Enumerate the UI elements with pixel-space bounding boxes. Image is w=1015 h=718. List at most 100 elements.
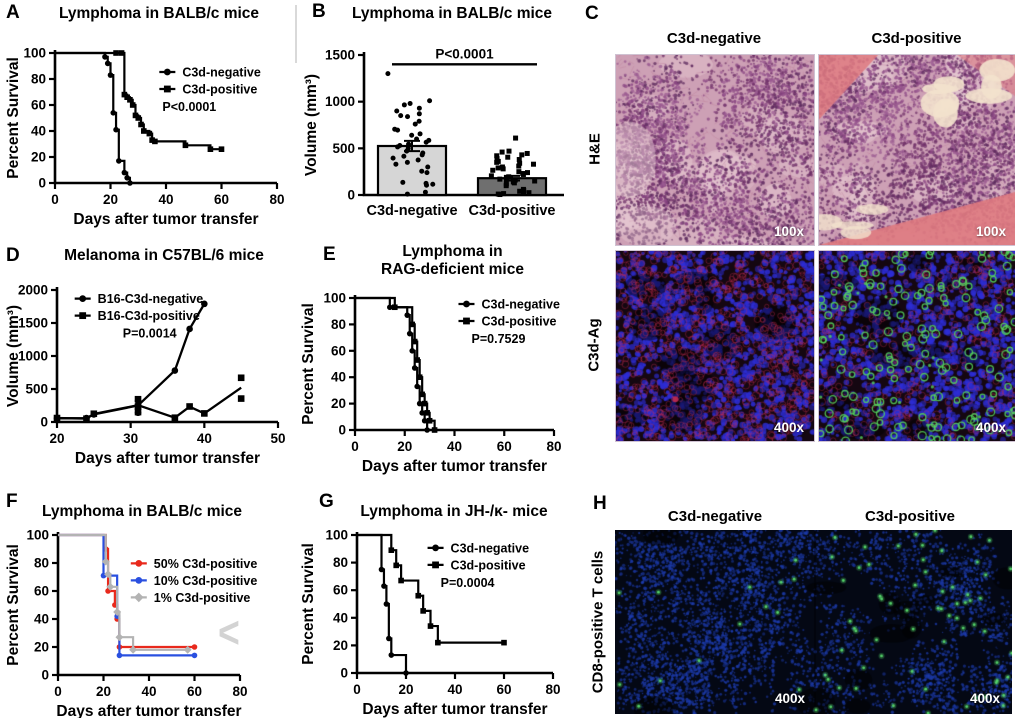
svg-text:C3d-positive: C3d-positive <box>182 83 257 97</box>
svg-text:20: 20 <box>96 684 111 699</box>
svg-text:40: 40 <box>158 192 173 207</box>
svg-text:80: 80 <box>232 684 247 699</box>
svg-text:50: 50 <box>270 431 285 446</box>
panel-h-col-header-negative: C3d-negative <box>667 508 763 525</box>
svg-text:40: 40 <box>447 439 462 454</box>
svg-text:80: 80 <box>269 192 284 207</box>
panel-c-col-header-positive: C3d-positive <box>871 30 962 47</box>
svg-text:10% C3d-positive: 10% C3d-positive <box>154 574 258 588</box>
magnification-label: 400x <box>775 691 806 706</box>
panel-letter-h: H <box>593 493 607 514</box>
svg-text:0: 0 <box>41 668 49 683</box>
svg-text:40: 40 <box>31 124 46 139</box>
panel-letter-c: C <box>585 3 599 24</box>
svg-text:P<0.0001: P<0.0001 <box>435 46 494 61</box>
svg-text:30: 30 <box>123 431 138 446</box>
panel-c-row-label-he: H&E <box>586 133 604 165</box>
c3dag-positive-image: 400x <box>818 250 1015 442</box>
svg-text:Days after tumor transfer: Days after tumor transfer <box>73 211 258 228</box>
svg-text:P=0.0014: P=0.0014 <box>123 327 177 341</box>
svg-text:20: 20 <box>397 439 412 454</box>
svg-text:0: 0 <box>351 439 359 454</box>
panel-letter-g: G <box>319 491 334 512</box>
svg-text:Days after tumor transfer: Days after tumor transfer <box>75 450 260 467</box>
svg-text:40: 40 <box>447 682 462 697</box>
panel-c: C C3d-negative C3d-positive H&E C3d-Ag 1… <box>565 0 1015 462</box>
panel-h-col-header-positive: C3d-positive <box>864 508 955 525</box>
svg-text:Percent Survival: Percent Survival <box>300 303 317 424</box>
divider <box>295 5 297 63</box>
he-negative-image: 100x <box>615 54 815 246</box>
svg-text:60: 60 <box>331 343 346 358</box>
chart-a-survival: 0 20 40 60 80 0 20 40 60 80 100 Days after tumor tr… <box>0 0 300 238</box>
svg-text:500: 500 <box>25 382 48 397</box>
svg-text:0: 0 <box>353 682 361 697</box>
svg-text:C3d-negative: C3d-negative <box>182 66 261 80</box>
svg-text:60: 60 <box>214 192 229 207</box>
svg-text:80: 80 <box>545 682 560 697</box>
panel-e: E Lymphoma in RAG-deficient mice 0 20 40 60… <box>295 240 580 478</box>
svg-text:C3d-negative: C3d-negative <box>451 541 530 555</box>
svg-text:Percent Survival: Percent Survival <box>300 543 317 664</box>
chart-d-growth: 20 30 40 50 0 500 1000 1500 2000 Days after tumor… <box>0 240 300 478</box>
svg-text:1500: 1500 <box>18 316 48 331</box>
svg-text:P<0.0001: P<0.0001 <box>162 100 216 114</box>
svg-text:100: 100 <box>26 528 49 543</box>
chart-e-survival: 0 20 40 60 80 0 20 40 60 80 100 Days after tumor tr… <box>295 240 580 478</box>
svg-text:1000: 1000 <box>325 94 355 109</box>
chevron-left-icon[interactable]: < <box>218 608 240 658</box>
svg-text:20: 20 <box>331 396 346 411</box>
svg-text:100: 100 <box>23 46 46 61</box>
svg-text:50% C3d-positive: 50% C3d-positive <box>154 557 258 571</box>
svg-text:20: 20 <box>31 150 46 165</box>
svg-text:Days after tumor transfer: Days after tumor transfer <box>56 703 241 718</box>
svg-text:P=0.7529: P=0.7529 <box>472 332 526 346</box>
chart-b-scatterbar: 0 500 1000 1500 Volume (mm³) C3d-negative C3d-… <box>298 0 570 238</box>
svg-text:40: 40 <box>331 370 346 385</box>
c3dag-negative-image: 400x <box>615 250 815 442</box>
svg-text:Volume (mm³): Volume (mm³) <box>303 74 320 176</box>
svg-text:20: 20 <box>333 638 348 653</box>
svg-text:1% C3d-positive: 1% C3d-positive <box>154 591 251 605</box>
svg-text:60: 60 <box>497 439 512 454</box>
panel-letter-d: D <box>6 245 20 266</box>
he-negative-canvas <box>616 55 814 245</box>
svg-text:B16-C3d-positive: B16-C3d-positive <box>98 309 200 323</box>
panel-b: B Lymphoma in BALB/c mice 0 500 1000 1500 Vo… <box>298 0 570 238</box>
svg-text:0: 0 <box>38 176 46 191</box>
panel-d: D Melanoma in C57BL/6 mice 20 30 40 50 0 500 1… <box>0 240 300 478</box>
svg-text:40: 40 <box>197 431 212 446</box>
svg-text:Percent Survival: Percent Survival <box>5 57 22 178</box>
svg-text:P=0.0004: P=0.0004 <box>441 576 495 590</box>
panel-letter-a: A <box>6 2 20 23</box>
svg-text:40: 40 <box>333 610 348 625</box>
svg-text:80: 80 <box>546 439 561 454</box>
svg-text:C3d-negative: C3d-negative <box>481 298 560 312</box>
svg-text:C3d-positive: C3d-positive <box>451 558 526 572</box>
svg-text:40: 40 <box>141 684 156 699</box>
panel-c-col-header-negative: C3d-negative <box>666 30 762 47</box>
svg-text:0: 0 <box>40 415 48 430</box>
panel-letter-f: F <box>6 491 18 512</box>
svg-text:20: 20 <box>49 431 64 446</box>
svg-text:B16-C3d-negative: B16-C3d-negative <box>98 292 204 306</box>
svg-text:80: 80 <box>333 555 348 570</box>
he-positive-canvas <box>819 55 1015 245</box>
magnification-label: 400x <box>975 420 1006 435</box>
svg-text:60: 60 <box>496 682 511 697</box>
svg-text:40: 40 <box>34 612 49 627</box>
svg-text:Days after tumor transfer: Days after tumor transfer <box>362 458 547 475</box>
svg-text:Volume (mm³): Volume (mm³) <box>5 305 22 407</box>
svg-text:C3d-positive: C3d-positive <box>481 315 556 329</box>
panel-g-title: Lymphoma in JH-/κ- mice <box>360 503 548 520</box>
svg-text:80: 80 <box>31 72 46 87</box>
panel-d-title: Melanoma in C57BL/6 mice <box>64 247 264 264</box>
magnification-label: 100x <box>773 224 804 239</box>
magnification-label: 400x <box>773 420 804 435</box>
panel-a: A Lymphoma in BALB/c mice 0 20 40 60 80 0 20 40… <box>0 0 300 238</box>
magnification-label: 400x <box>969 691 1000 706</box>
panel-h: H C3d-negative C3d-positive CD8-positive… <box>565 480 1015 718</box>
svg-text:100: 100 <box>323 291 346 306</box>
svg-text:0: 0 <box>51 192 59 207</box>
